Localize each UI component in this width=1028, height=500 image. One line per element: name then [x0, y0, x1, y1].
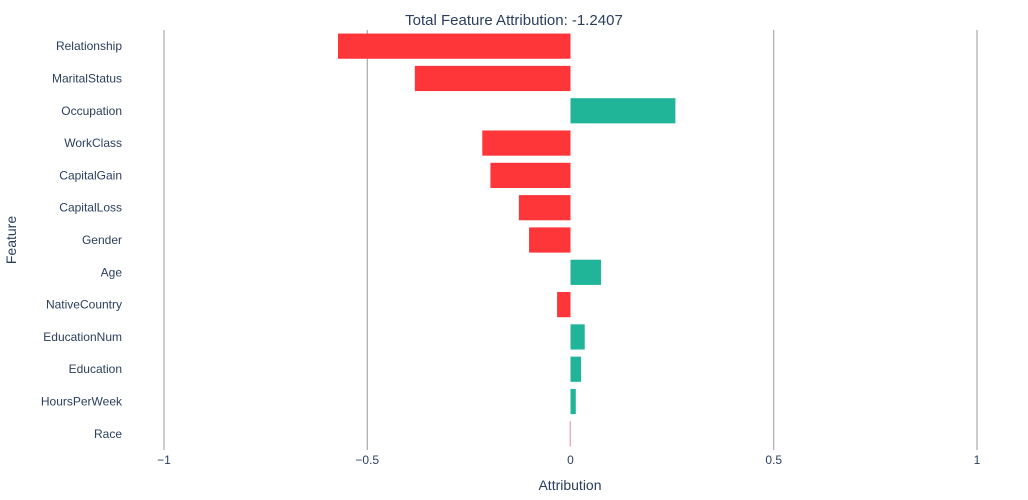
bar-relationship — [337, 33, 571, 59]
bar-educationnum — [570, 324, 585, 350]
y-tick-label: CapitalLoss — [59, 201, 122, 215]
grid-lines — [163, 30, 978, 450]
x-tick-label: −0.5 — [355, 453, 379, 467]
bar-nativecountry — [557, 292, 571, 318]
x-axis-title: Attribution — [538, 477, 601, 493]
x-tick-labels: −1 −0.5 0 0.5 1 — [157, 453, 981, 467]
bar-age — [570, 259, 601, 285]
y-tick-label: Race — [94, 427, 122, 441]
x-tick-label: 1 — [974, 453, 981, 467]
y-tick-label: EducationNum — [43, 330, 122, 344]
bar-capitalgain — [490, 162, 571, 188]
bar-occupation — [570, 98, 676, 124]
x-tick-label: −1 — [157, 453, 171, 467]
y-tick-labels: Relationship MaritalStatus Occupation WorkC… — [41, 39, 123, 441]
bars — [337, 33, 676, 447]
bar-education — [570, 356, 582, 382]
bar-race — [569, 421, 571, 447]
y-tick-label: CapitalGain — [59, 168, 122, 182]
x-tick-label: 0 — [567, 453, 574, 467]
y-tick-label: Occupation — [61, 104, 122, 118]
y-tick-label: Age — [101, 265, 123, 279]
bar-capitalloss — [518, 195, 571, 221]
y-tick-label: WorkClass — [64, 136, 122, 150]
y-tick-label: NativeCountry — [46, 298, 122, 312]
bar-gender — [529, 227, 571, 253]
bar-hoursperweek — [570, 388, 576, 415]
y-tick-label: HoursPerWeek — [41, 395, 123, 409]
y-axis-title: Feature — [3, 216, 19, 264]
y-tick-label: Gender — [82, 233, 122, 247]
y-tick-label: Relationship — [56, 39, 122, 53]
bar-workclass — [482, 130, 571, 156]
chart-title: Total Feature Attribution: -1.2407 — [405, 12, 623, 29]
x-tick-label: 0.5 — [765, 453, 782, 467]
y-tick-label: MaritalStatus — [52, 71, 122, 85]
bar-maritalstatus — [414, 65, 571, 92]
y-tick-label: Education — [69, 362, 122, 376]
